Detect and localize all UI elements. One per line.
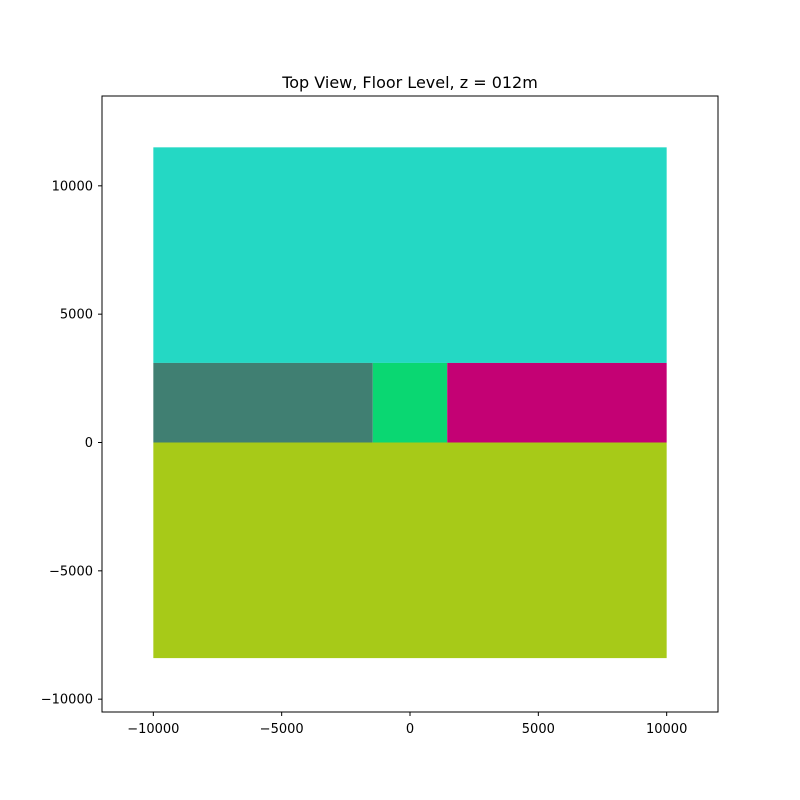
- y-tick-label: 0: [85, 436, 93, 451]
- x-tick-label: −10000: [127, 722, 179, 737]
- x-tick-label: 10000: [646, 722, 687, 737]
- x-tick-label: −5000: [260, 722, 304, 737]
- x-tick-label: 0: [406, 722, 414, 737]
- y-tick-label: 5000: [60, 308, 93, 323]
- region-4: [447, 362, 667, 443]
- region-5: [153, 442, 667, 659]
- x-axis: −10000 −5000 0 5000 10000: [127, 712, 687, 737]
- y-tick-label: 10000: [52, 179, 93, 194]
- y-axis: −10000 −5000 0 5000 10000: [41, 179, 102, 708]
- region-3: [372, 362, 448, 443]
- y-tick-label: −5000: [49, 564, 93, 579]
- y-tick-label: −10000: [41, 693, 93, 708]
- chart-title: Top View, Floor Level, z = 012m: [281, 73, 538, 92]
- regions-layer: [153, 147, 667, 659]
- x-tick-label: 5000: [522, 722, 555, 737]
- region-1: [153, 147, 667, 363]
- region-2: [153, 362, 373, 443]
